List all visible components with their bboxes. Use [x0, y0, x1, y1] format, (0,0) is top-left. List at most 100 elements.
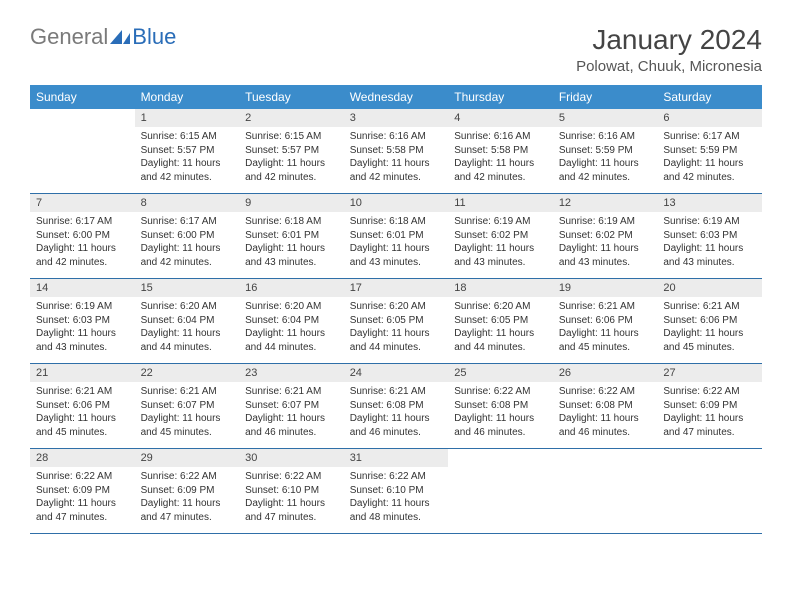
- sunset-line: Sunset: 6:06 PM: [559, 314, 652, 328]
- daylight-line: Daylight: 11 hours and 46 minutes.: [350, 412, 443, 439]
- logo-sail-icon: [110, 30, 130, 44]
- daylight-line: Daylight: 11 hours and 47 minutes.: [141, 497, 234, 524]
- sunrise-line: Sunrise: 6:19 AM: [663, 215, 756, 229]
- logo-text-1: General: [30, 24, 108, 50]
- sunrise-line: Sunrise: 6:19 AM: [454, 215, 547, 229]
- location-text: Polowat, Chuuk, Micronesia: [576, 58, 762, 75]
- daylight-line: Daylight: 11 hours and 42 minutes.: [663, 157, 756, 184]
- sunrise-line: Sunrise: 6:17 AM: [663, 130, 756, 144]
- day-content: Sunrise: 6:20 AMSunset: 6:05 PMDaylight:…: [448, 297, 553, 363]
- daylight-line: Daylight: 11 hours and 44 minutes.: [350, 327, 443, 354]
- day-content: Sunrise: 6:22 AMSunset: 6:10 PMDaylight:…: [239, 467, 344, 533]
- sunrise-line: Sunrise: 6:21 AM: [559, 300, 652, 314]
- day-content: Sunrise: 6:22 AMSunset: 6:09 PMDaylight:…: [30, 467, 135, 533]
- sunrise-line: Sunrise: 6:22 AM: [36, 470, 129, 484]
- calendar-cell: 13Sunrise: 6:19 AMSunset: 6:03 PMDayligh…: [657, 194, 762, 279]
- sunrise-line: Sunrise: 6:20 AM: [141, 300, 234, 314]
- daylight-line: Daylight: 11 hours and 43 minutes.: [36, 327, 129, 354]
- daylight-line: Daylight: 11 hours and 45 minutes.: [559, 327, 652, 354]
- daylight-line: Daylight: 11 hours and 42 minutes.: [350, 157, 443, 184]
- day-content-empty: [448, 467, 553, 523]
- day-number: 22: [135, 364, 240, 382]
- sunset-line: Sunset: 6:08 PM: [350, 399, 443, 413]
- daylight-line: Daylight: 11 hours and 43 minutes.: [663, 242, 756, 269]
- daylight-line: Daylight: 11 hours and 42 minutes.: [36, 242, 129, 269]
- sunset-line: Sunset: 6:06 PM: [663, 314, 756, 328]
- calendar-cell: 18Sunrise: 6:20 AMSunset: 6:05 PMDayligh…: [448, 279, 553, 364]
- day-number: 20: [657, 279, 762, 297]
- day-number: 4: [448, 109, 553, 127]
- sunset-line: Sunset: 5:57 PM: [141, 144, 234, 158]
- day-number: 31: [344, 449, 449, 467]
- day-content: Sunrise: 6:21 AMSunset: 6:07 PMDaylight:…: [135, 382, 240, 448]
- day-content: Sunrise: 6:16 AMSunset: 5:58 PMDaylight:…: [448, 127, 553, 193]
- calendar-cell: 26Sunrise: 6:22 AMSunset: 6:08 PMDayligh…: [553, 364, 658, 449]
- day-content: Sunrise: 6:22 AMSunset: 6:08 PMDaylight:…: [448, 382, 553, 448]
- day-number: 7: [30, 194, 135, 212]
- calendar-cell: 22Sunrise: 6:21 AMSunset: 6:07 PMDayligh…: [135, 364, 240, 449]
- day-number: 5: [553, 109, 658, 127]
- daylight-line: Daylight: 11 hours and 45 minutes.: [141, 412, 234, 439]
- day-content: Sunrise: 6:16 AMSunset: 5:59 PMDaylight:…: [553, 127, 658, 193]
- sunset-line: Sunset: 6:07 PM: [141, 399, 234, 413]
- day-number: 11: [448, 194, 553, 212]
- sunrise-line: Sunrise: 6:21 AM: [245, 385, 338, 399]
- calendar-cell: 23Sunrise: 6:21 AMSunset: 6:07 PMDayligh…: [239, 364, 344, 449]
- daylight-line: Daylight: 11 hours and 42 minutes.: [141, 242, 234, 269]
- daylight-line: Daylight: 11 hours and 44 minutes.: [141, 327, 234, 354]
- day-number: 16: [239, 279, 344, 297]
- calendar-cell: 28Sunrise: 6:22 AMSunset: 6:09 PMDayligh…: [30, 449, 135, 534]
- day-content: Sunrise: 6:22 AMSunset: 6:08 PMDaylight:…: [553, 382, 658, 448]
- daylight-line: Daylight: 11 hours and 46 minutes.: [454, 412, 547, 439]
- calendar-cell: 12Sunrise: 6:19 AMSunset: 6:02 PMDayligh…: [553, 194, 658, 279]
- day-number: 17: [344, 279, 449, 297]
- sunrise-line: Sunrise: 6:18 AM: [350, 215, 443, 229]
- day-number: 15: [135, 279, 240, 297]
- sunset-line: Sunset: 6:00 PM: [141, 229, 234, 243]
- day-number-empty: [553, 449, 658, 467]
- day-number: 12: [553, 194, 658, 212]
- calendar-cell: 16Sunrise: 6:20 AMSunset: 6:04 PMDayligh…: [239, 279, 344, 364]
- dow-header: Friday: [553, 85, 658, 109]
- day-number-empty: [448, 449, 553, 467]
- sunset-line: Sunset: 6:09 PM: [36, 484, 129, 498]
- day-content-empty: [30, 127, 135, 183]
- day-number: 14: [30, 279, 135, 297]
- sunrise-line: Sunrise: 6:17 AM: [141, 215, 234, 229]
- day-content: Sunrise: 6:21 AMSunset: 6:07 PMDaylight:…: [239, 382, 344, 448]
- daylight-line: Daylight: 11 hours and 46 minutes.: [559, 412, 652, 439]
- daylight-line: Daylight: 11 hours and 42 minutes.: [245, 157, 338, 184]
- daylight-line: Daylight: 11 hours and 44 minutes.: [454, 327, 547, 354]
- sunrise-line: Sunrise: 6:22 AM: [350, 470, 443, 484]
- sunrise-line: Sunrise: 6:15 AM: [245, 130, 338, 144]
- sunrise-line: Sunrise: 6:21 AM: [350, 385, 443, 399]
- sunset-line: Sunset: 6:04 PM: [141, 314, 234, 328]
- sunrise-line: Sunrise: 6:20 AM: [454, 300, 547, 314]
- day-number: 24: [344, 364, 449, 382]
- sunset-line: Sunset: 6:09 PM: [141, 484, 234, 498]
- calendar-week-row: 21Sunrise: 6:21 AMSunset: 6:06 PMDayligh…: [30, 364, 762, 449]
- daylight-line: Daylight: 11 hours and 43 minutes.: [350, 242, 443, 269]
- sunrise-line: Sunrise: 6:21 AM: [36, 385, 129, 399]
- page-title: January 2024: [576, 24, 762, 56]
- calendar-cell: [553, 449, 658, 534]
- sunset-line: Sunset: 5:59 PM: [559, 144, 652, 158]
- daylight-line: Daylight: 11 hours and 42 minutes.: [559, 157, 652, 184]
- sunrise-line: Sunrise: 6:16 AM: [350, 130, 443, 144]
- day-number: 28: [30, 449, 135, 467]
- sunset-line: Sunset: 6:05 PM: [454, 314, 547, 328]
- calendar-week-row: 7Sunrise: 6:17 AMSunset: 6:00 PMDaylight…: [30, 194, 762, 279]
- calendar-cell: 31Sunrise: 6:22 AMSunset: 6:10 PMDayligh…: [344, 449, 449, 534]
- sunset-line: Sunset: 6:10 PM: [350, 484, 443, 498]
- sunset-line: Sunset: 6:05 PM: [350, 314, 443, 328]
- daylight-line: Daylight: 11 hours and 45 minutes.: [36, 412, 129, 439]
- sunrise-line: Sunrise: 6:19 AM: [559, 215, 652, 229]
- sunrise-line: Sunrise: 6:17 AM: [36, 215, 129, 229]
- day-content: Sunrise: 6:19 AMSunset: 6:02 PMDaylight:…: [448, 212, 553, 278]
- day-content: Sunrise: 6:21 AMSunset: 6:08 PMDaylight:…: [344, 382, 449, 448]
- day-number: 21: [30, 364, 135, 382]
- day-number: 23: [239, 364, 344, 382]
- sunset-line: Sunset: 5:58 PM: [350, 144, 443, 158]
- daylight-line: Daylight: 11 hours and 47 minutes.: [245, 497, 338, 524]
- daylight-line: Daylight: 11 hours and 44 minutes.: [245, 327, 338, 354]
